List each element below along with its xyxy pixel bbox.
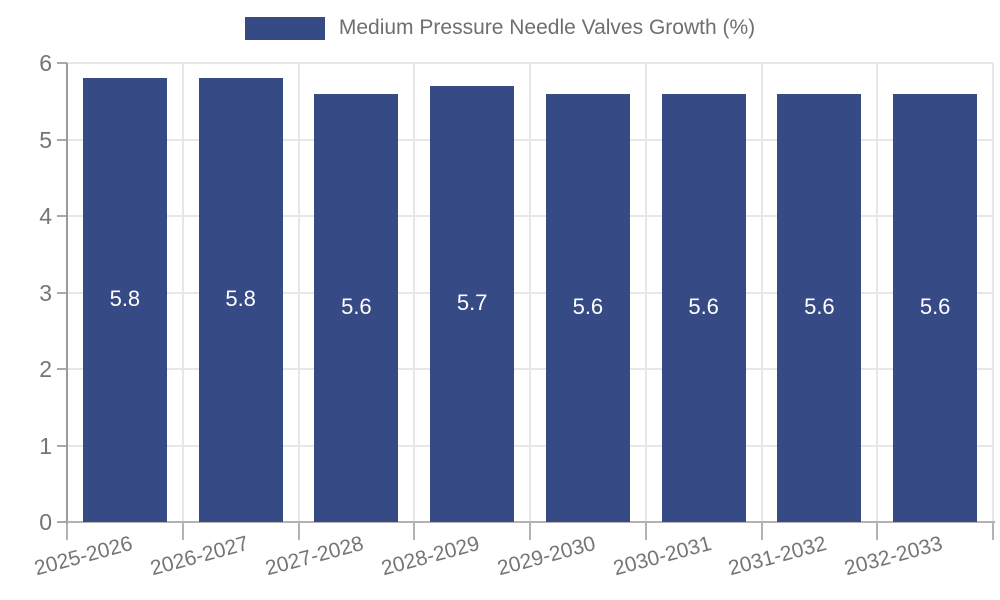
x-axis-label: 2029-2030: [494, 532, 598, 581]
bar-value-label: 5.6: [919, 293, 951, 319]
v-gridline: [297, 63, 300, 522]
bar-value-label: 5.8: [225, 286, 256, 312]
x-tick: [297, 522, 300, 540]
bar: [893, 93, 978, 522]
bar: [82, 78, 167, 522]
x-axis-line: [67, 521, 995, 523]
v-gridline: [644, 63, 647, 522]
bar-value-label: 5.8: [109, 286, 141, 312]
x-axis-label: 2032-2033: [842, 532, 946, 581]
x-tick: [644, 522, 647, 540]
x-tick: [66, 522, 68, 540]
bar-value-label: 5.7: [456, 289, 488, 315]
x-axis-label: 2028-2029: [379, 532, 483, 581]
y-tick: [57, 521, 67, 523]
bar: [314, 93, 399, 522]
bar: [198, 78, 283, 522]
x-axis-label: 2030-2031: [610, 532, 714, 581]
y-tick-label: 6: [39, 50, 52, 76]
y-tick: [57, 62, 67, 64]
v-gridline: [992, 63, 994, 522]
y-tick-label: 0: [39, 509, 52, 535]
x-axis-label: 2025-2026: [31, 532, 135, 581]
x-tick: [760, 522, 763, 540]
y-tick: [57, 444, 67, 447]
bar-value-label: 5.6: [688, 293, 719, 319]
v-gridline: [876, 63, 879, 522]
bar: [777, 93, 862, 522]
y-tick: [57, 138, 67, 141]
y-tick: [57, 215, 67, 217]
x-tick: [876, 522, 879, 540]
legend[interactable]: Medium Pressure Needle Valves Growth (%): [0, 16, 1000, 40]
y-tick: [57, 368, 67, 370]
v-gridline: [760, 63, 763, 522]
v-gridline: [413, 63, 416, 522]
bar: [661, 93, 746, 522]
y-tick-label: 3: [39, 279, 52, 306]
y-tick-label: 1: [39, 432, 52, 459]
v-gridline: [529, 63, 531, 522]
x-axis-label: 2026-2027: [147, 532, 251, 581]
bar-value-label: 5.6: [804, 293, 835, 319]
x-axis-label: 2031-2032: [726, 532, 830, 581]
x-tick: [529, 522, 531, 540]
y-tick: [57, 291, 67, 294]
y-tick-label: 5: [39, 126, 52, 153]
x-tick: [413, 522, 416, 540]
bar: [545, 93, 630, 522]
bar-value-label: 5.6: [341, 293, 372, 319]
x-tick: [181, 522, 184, 540]
legend-swatch: [244, 16, 325, 40]
legend-label: Medium Pressure Needle Valves Growth (%): [338, 16, 756, 39]
bar: [430, 85, 515, 522]
x-tick: [992, 522, 994, 540]
y-tick-label: 4: [39, 203, 52, 229]
bar-value-label: 5.6: [572, 293, 604, 319]
y-axis-line: [66, 63, 68, 524]
y-tick-label: 2: [39, 356, 52, 382]
v-gridline: [181, 63, 184, 522]
x-axis-label: 2027-2028: [263, 532, 367, 581]
